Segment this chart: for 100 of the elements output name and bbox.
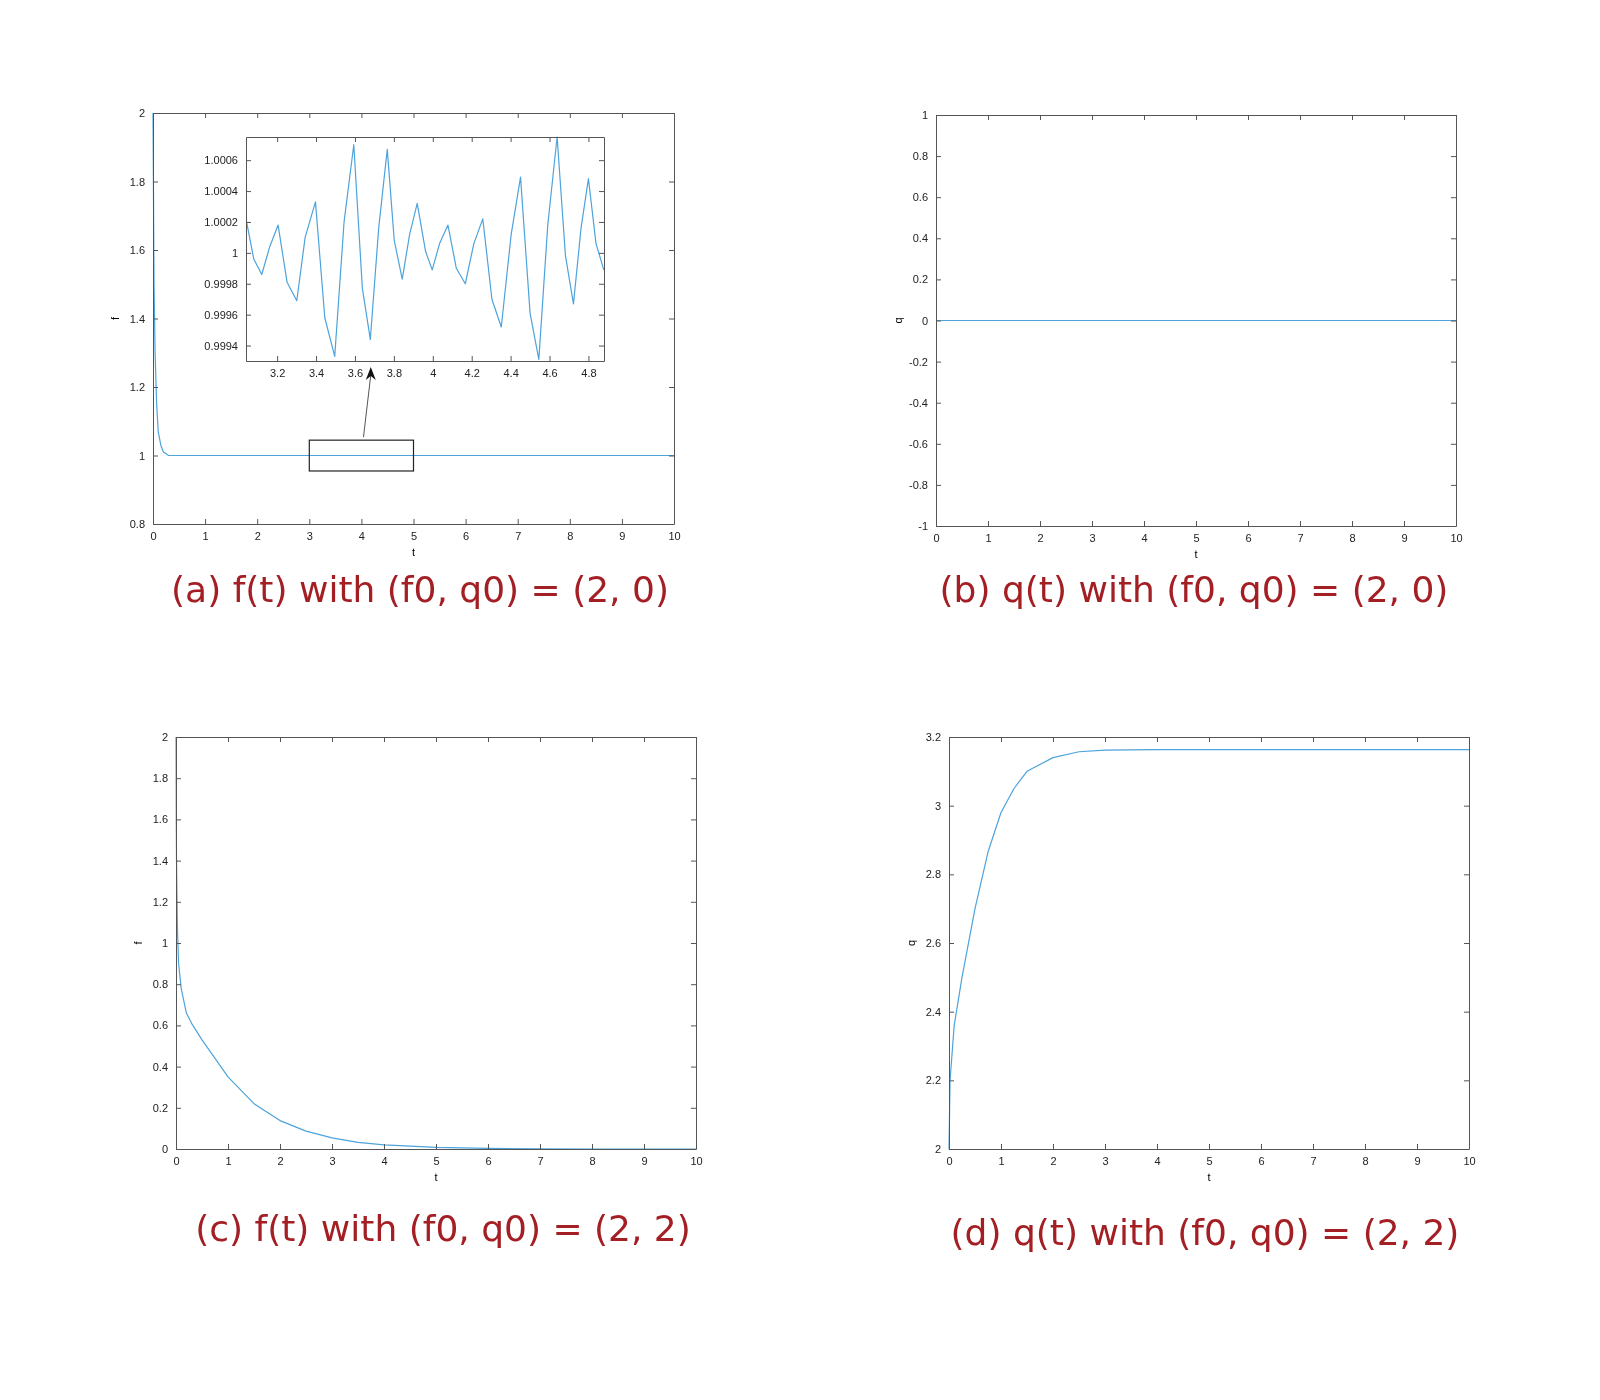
y-tick-label: 2.2 [925, 1074, 941, 1087]
x-tick-label: 7 [1297, 531, 1304, 544]
y-tick-label: 0.9998 [204, 277, 238, 290]
x-tick-label: 3 [306, 529, 313, 542]
y-tick-label: 1 [921, 109, 928, 122]
x-tick-label: 6 [463, 529, 470, 542]
y-tick-label: 1.8 [129, 175, 145, 188]
x-tick-label: 5 [433, 1154, 440, 1167]
x-tick-label: 3 [1089, 531, 1096, 544]
x-tick-label: 10 [690, 1154, 703, 1167]
x-tick-label: 1 [985, 531, 992, 544]
y-axis-title: q [905, 939, 917, 947]
x-axis-title: t [411, 546, 416, 558]
y-tick-label: 1.6 [129, 244, 145, 257]
y-tick-label: 1.2 [152, 895, 168, 908]
x-tick-label: 6 [1258, 1154, 1265, 1167]
x-tick-label: 4.2 [464, 366, 480, 379]
y-axis-title: f [109, 316, 121, 321]
y-tick-label: 2.4 [925, 1005, 941, 1018]
y-tick-label: 1.8 [152, 772, 168, 785]
y-tick-label: 1.0002 [204, 215, 238, 228]
x-tick-label: 3.4 [308, 366, 325, 379]
x-tick-label: 7 [515, 529, 522, 542]
y-tick-label: 0.2 [152, 1101, 168, 1114]
x-tick-label: 0 [173, 1154, 180, 1167]
x-tick-label: 9 [641, 1154, 648, 1167]
y-tick-label: -0.8 [909, 478, 928, 491]
x-tick-label: 2 [277, 1154, 284, 1167]
x-axis-title: t [1207, 1171, 1211, 1183]
y-tick-label: 1.4 [152, 854, 168, 867]
y-tick-label: 2 [934, 1143, 941, 1156]
y-tick-label: 0.9994 [204, 339, 238, 352]
text: (c) f(t) with (f0, q0) = (2, 2) [195, 1208, 691, 1249]
x-tick-label: 9 [619, 529, 626, 542]
x-tick-label: 3 [329, 1154, 336, 1167]
x-tick-label: 3.2 [269, 366, 286, 379]
x-tick-label: 2 [254, 529, 261, 542]
x-tick-label: 10 [1450, 531, 1463, 544]
y-tick-label: 3.2 [925, 731, 941, 744]
x-tick-label: 4 [1141, 531, 1148, 544]
x-tick-label: 10 [1463, 1154, 1476, 1167]
y-tick-label: 1.2 [129, 381, 145, 394]
x-tick-label: 4 [1154, 1154, 1161, 1167]
x-tick-label: 7 [537, 1154, 544, 1167]
y-tick-label: -0.6 [909, 437, 928, 450]
x-tick-label: 10 [668, 529, 681, 542]
x-tick-label: 8 [567, 529, 574, 542]
x-tick-label: 1 [998, 1154, 1005, 1167]
y-tick-label: 0.8 [129, 518, 145, 531]
x-tick-label: 8 [1362, 1154, 1369, 1167]
x-tick-label: 4.8 [581, 366, 597, 379]
x-tick-label: 2 [1050, 1154, 1057, 1167]
x-tick-label: 4 [430, 366, 437, 379]
x-tick-label: 4 [358, 529, 365, 542]
y-tick-label: 0 [921, 314, 928, 327]
x-tick-label: 8 [589, 1154, 596, 1167]
text: (a) f(t) with (f0, q0) = (2, 0) [171, 569, 669, 610]
y-tick-label: 3 [934, 799, 941, 812]
y-tick-label: 0.8 [912, 150, 928, 163]
x-tick-label: 4 [381, 1154, 388, 1167]
y-tick-label: -1 [918, 520, 928, 533]
x-tick-label: 4.4 [503, 366, 519, 379]
y-axis-title: q [892, 317, 904, 324]
line-series [175, 736, 697, 1150]
y-tick-label: 0.2 [912, 273, 928, 286]
y-tick-label: 1.4 [129, 312, 145, 325]
x-axis-title: t [1194, 548, 1198, 560]
x-axis-title: t [434, 1171, 438, 1183]
y-tick-label: 0.9996 [204, 308, 238, 321]
y-tick-label: -0.2 [909, 355, 928, 368]
x-tick-label: 5 [1193, 531, 1200, 544]
x-tick-label: 3.8 [386, 366, 403, 379]
x-tick-label: 4.6 [542, 366, 558, 379]
y-tick-label: -0.4 [909, 396, 928, 409]
x-tick-label: 5 [1206, 1154, 1213, 1167]
y-tick-label: 1 [161, 937, 168, 950]
x-tick-label: 8 [1349, 531, 1356, 544]
y-tick-label: 1.0004 [204, 185, 238, 198]
y-tick-label: 2 [161, 731, 168, 744]
y-axis-title: f [132, 940, 144, 945]
y-tick-label: 0.4 [912, 232, 928, 245]
x-tick-label: 7 [1310, 1154, 1317, 1167]
y-tick-label: 2 [138, 107, 145, 120]
x-tick-label: 2 [1037, 531, 1044, 544]
x-tick-label: 9 [1401, 531, 1408, 544]
y-tick-label: 1 [231, 246, 238, 259]
y-tick-label: 0.6 [152, 1019, 168, 1032]
text: (b) q(t) with (f0, q0) = (2, 0) [939, 569, 1449, 610]
text: (d) q(t) with (f0, q0) = (2, 2) [950, 1212, 1460, 1253]
y-tick-label: 2.6 [925, 937, 941, 950]
x-tick-label: 3 [1102, 1154, 1109, 1167]
y-tick-label: 1 [138, 449, 145, 462]
x-tick-label: 6 [1245, 531, 1252, 544]
y-tick-label: 0.4 [152, 1060, 168, 1073]
x-tick-label: 6 [485, 1154, 492, 1167]
x-tick-label: 3.6 [347, 366, 364, 379]
y-tick-label: 0.6 [912, 191, 928, 204]
y-tick-label: 0 [161, 1143, 168, 1156]
x-tick-label: 9 [1414, 1154, 1421, 1167]
y-tick-label: 2.8 [925, 868, 941, 881]
